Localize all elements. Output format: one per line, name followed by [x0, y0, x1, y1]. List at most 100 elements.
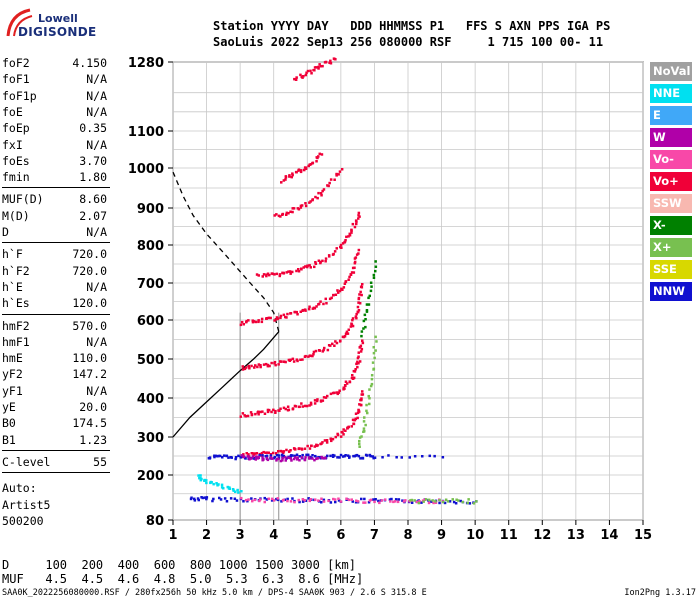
trace-point — [279, 360, 283, 363]
trace-point — [322, 498, 326, 502]
trace-point — [362, 420, 366, 423]
trace-point — [334, 435, 337, 439]
trace-point — [352, 454, 355, 458]
trace-point — [248, 458, 251, 461]
param-separator — [2, 472, 110, 474]
param-value: 55 — [93, 454, 107, 469]
trace-point — [354, 417, 357, 421]
trace-point — [373, 456, 377, 459]
trace-point — [294, 170, 298, 174]
trace-point — [348, 275, 351, 279]
trace-point — [341, 288, 344, 291]
trace-point — [446, 500, 450, 503]
trace-point — [309, 401, 313, 405]
param-key: fxI — [2, 137, 23, 152]
trace-point — [244, 415, 247, 418]
trace-point — [235, 499, 239, 502]
param-key: M(D) — [2, 208, 30, 223]
trace-point — [315, 156, 318, 159]
trace-point — [291, 172, 294, 175]
trace-point — [367, 296, 370, 300]
trace-point — [359, 398, 362, 402]
trace-point — [331, 342, 334, 346]
trace-point — [404, 499, 407, 502]
trace-point — [241, 368, 245, 371]
trace-point — [372, 351, 376, 355]
trace-point — [261, 456, 264, 459]
x-tick-label: 4 — [269, 528, 278, 543]
trace-point — [221, 456, 224, 459]
param-value: 20.0 — [79, 400, 107, 414]
trace-point — [360, 403, 363, 407]
trace-point — [295, 453, 299, 456]
trace-point — [254, 452, 257, 455]
param-row: h`F2 720.0 — [2, 264, 107, 280]
trace-point — [294, 78, 298, 81]
param-value: 2.07 — [79, 208, 107, 223]
y-tick-label: 900 — [137, 202, 164, 217]
station-header: Station YYYY DAY DDD HHMMSS P1 FFS S AXN… — [213, 18, 610, 50]
trace-point — [291, 270, 294, 274]
trace-point — [231, 488, 235, 491]
param-row: h`Es 120.0 — [2, 296, 107, 312]
y-tick-label: 1000 — [128, 162, 164, 177]
trace-point — [280, 500, 283, 503]
trace-point — [280, 181, 283, 184]
trace-point — [341, 242, 345, 245]
trace-point — [475, 500, 478, 503]
x-tick-label: 11 — [500, 528, 518, 543]
param-row: foF1p N/A — [2, 89, 107, 105]
legend-item: X- — [650, 216, 692, 235]
trace-point — [351, 418, 355, 422]
trace-point — [308, 499, 311, 503]
trace-point — [350, 498, 353, 501]
trace-point — [354, 219, 358, 222]
trace-point — [358, 302, 362, 305]
trace-point — [304, 204, 308, 208]
digisonde-logo: Lowell DIGISONDE — [4, 8, 96, 42]
trace-point — [372, 276, 376, 279]
trace-point — [240, 496, 243, 500]
trace-point — [293, 500, 296, 504]
legend-item: E — [650, 106, 692, 125]
trace-point — [271, 272, 275, 276]
trace-point — [324, 396, 328, 399]
trace-point — [365, 403, 368, 407]
trace-point — [273, 214, 276, 217]
trace-point — [266, 272, 270, 275]
trace-point — [265, 456, 269, 460]
trace-point — [275, 213, 278, 216]
legend-item: Vo+ — [650, 172, 692, 191]
trace-point — [295, 310, 298, 314]
param-row: h`F 720.0 — [2, 247, 107, 263]
trace-point — [326, 184, 329, 187]
trace-point — [363, 430, 366, 433]
x-tick-label: 13 — [567, 528, 585, 543]
profile-curve — [172, 331, 280, 438]
x-tick-label: 8 — [403, 528, 412, 543]
trace-point — [328, 61, 331, 64]
param-row: fmin 1.80 — [2, 170, 107, 186]
trace-point — [413, 499, 416, 502]
trace-point — [239, 323, 243, 327]
trace-point — [264, 362, 268, 366]
param-value: 3.70 — [79, 153, 107, 168]
trace-point — [251, 319, 254, 322]
trace-point — [197, 498, 200, 502]
trace-point — [251, 499, 254, 503]
trace-point — [370, 374, 374, 377]
trace-point — [296, 456, 299, 459]
param-row: hmE 110.0 — [2, 351, 107, 367]
param-value: 120.0 — [72, 296, 107, 311]
trace-point — [266, 363, 270, 367]
trace-point — [454, 502, 458, 505]
param-value: N/A — [86, 88, 107, 103]
trace-point — [272, 499, 276, 502]
trace-point — [301, 500, 305, 503]
trace-point — [344, 454, 347, 457]
trace-point — [291, 173, 294, 177]
param-row: foF1 N/A — [2, 72, 107, 88]
trace-point — [374, 335, 377, 339]
trace-point — [338, 389, 341, 392]
trace-point — [358, 360, 362, 363]
